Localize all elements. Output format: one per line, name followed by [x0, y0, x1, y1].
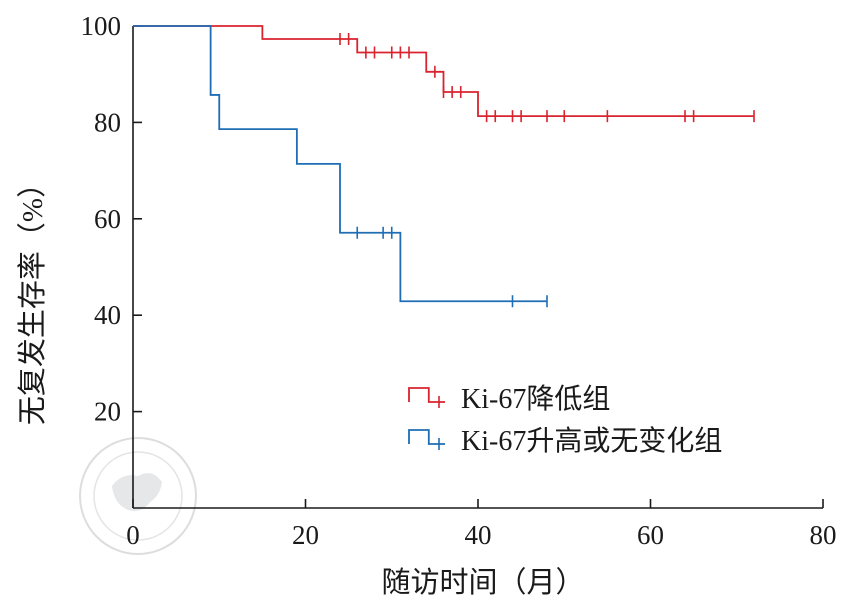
legend-symbol — [408, 387, 445, 403]
x-tick-label: 80 — [810, 520, 837, 550]
x-axis-ticks: 0 20 40 60 80 — [126, 499, 837, 550]
chinese-medical-association-seal — [79, 437, 197, 555]
y-tick-label: 40 — [94, 300, 121, 330]
x-tick-label: 20 — [292, 520, 319, 550]
y-tick-label: 80 — [94, 107, 121, 137]
x-tick-label: 40 — [465, 520, 492, 550]
legend-item-2: Ki-67升高或无变化组 — [408, 425, 722, 457]
y-tick-label: 20 — [94, 397, 121, 427]
y-axis-title: 无复发生存率（%） — [16, 169, 49, 425]
legend-label: Ki-67升高或无变化组 — [461, 425, 722, 457]
series-layer — [133, 25, 755, 308]
x-axis-title: 随访时间（月） — [381, 566, 584, 599]
y-tick-label: 100 — [81, 11, 122, 41]
legend: Ki-67降低组 Ki-67升高或无变化组 — [408, 383, 722, 457]
survival-curve-2 — [133, 25, 547, 303]
x-tick-label: 0 — [126, 520, 140, 550]
legend-label: Ki-67降低组 — [461, 383, 610, 415]
legend-item-1: Ki-67降低组 — [408, 383, 610, 415]
series-2 — [133, 25, 548, 308]
y-tick-label: 60 — [94, 204, 121, 234]
legend-symbol — [408, 429, 445, 445]
survival-curve-1 — [133, 25, 754, 118]
series-1 — [133, 25, 755, 123]
x-tick-label: 60 — [637, 520, 664, 550]
